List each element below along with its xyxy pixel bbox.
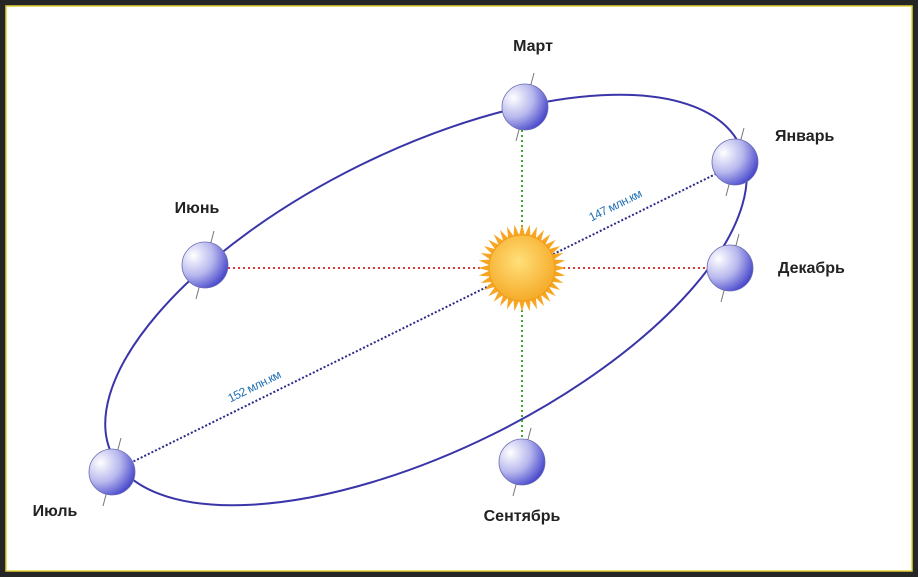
sun-disc: [488, 234, 556, 302]
month-label: Июнь: [175, 200, 220, 217]
sun: [478, 224, 566, 312]
canvas: [5, 5, 913, 572]
earth: [88, 448, 136, 496]
month-label: Март: [513, 38, 553, 55]
month-label: Сентябрь: [484, 508, 561, 525]
earth: [706, 244, 754, 292]
earth: [181, 241, 229, 289]
month-label: Декабрь: [778, 260, 845, 277]
earth: [498, 438, 546, 486]
apsis-line: [111, 161, 741, 473]
earth: [711, 138, 759, 186]
month-label: Июль: [33, 503, 78, 520]
earth: [501, 83, 549, 131]
month-label: Январь: [775, 128, 834, 145]
